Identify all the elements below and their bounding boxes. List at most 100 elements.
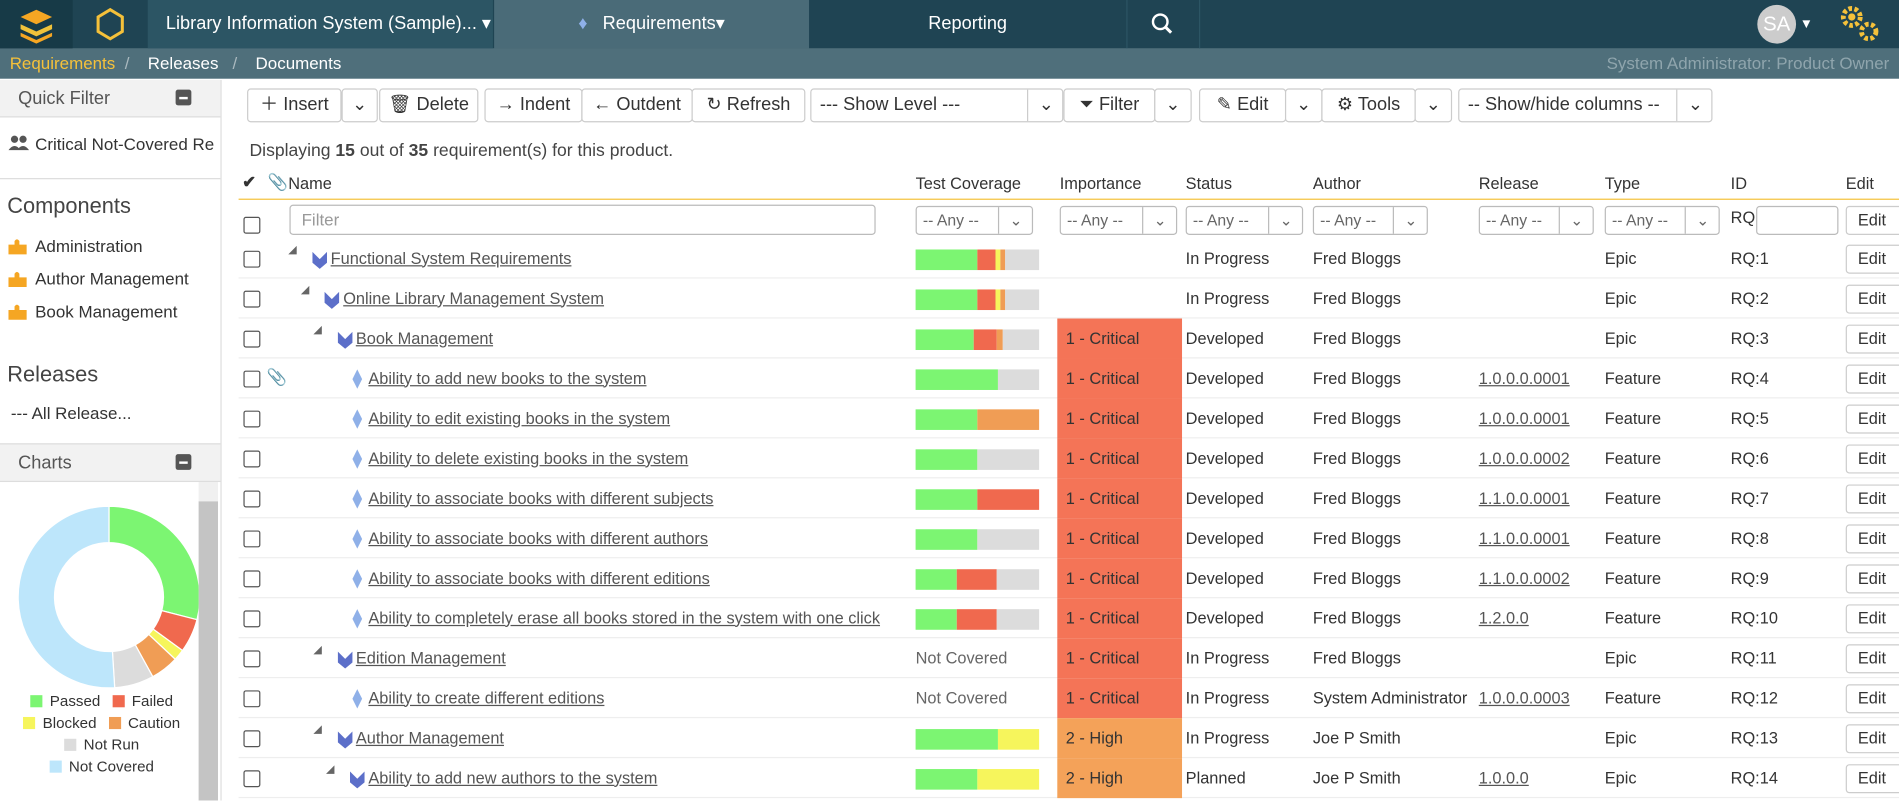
requirement-name[interactable]: Ability to add new authors to the system [368, 768, 658, 787]
column-filter[interactable]: -- Any -- ⌄ [1059, 205, 1178, 235]
release-filter[interactable]: --- All Release... [10, 403, 132, 423]
row-checkbox[interactable] [243, 330, 261, 347]
requirement-name[interactable]: Ability to create different editions [368, 688, 605, 707]
crumb[interactable]: Requirements [9, 53, 116, 73]
edit-button[interactable]: ✎ Edit [1198, 88, 1287, 123]
row-checkbox[interactable] [243, 529, 261, 547]
name-filter[interactable]: Filter [289, 204, 876, 235]
requirement-name[interactable]: Ability to associate books with differen… [368, 568, 710, 587]
edit-button[interactable]: Edit [1845, 363, 1899, 394]
outdent-button[interactable]: ← Outdent [581, 88, 693, 123]
requirement-name[interactable]: Functional System Requirements [330, 248, 572, 268]
reporting-tab[interactable]: Reporting [809, 0, 1128, 49]
edit-button[interactable]: Edit [1845, 603, 1899, 633]
requirement-name[interactable]: Ability to edit existing books in the sy… [368, 408, 671, 427]
scrollbar[interactable] [198, 482, 218, 801]
edit-button[interactable]: Edit [1845, 284, 1899, 314]
edit-button[interactable]: Edit [1845, 723, 1899, 753]
release-link[interactable]: 1.0.0.0.0002 [1478, 448, 1570, 467]
row-checkbox[interactable] [243, 290, 261, 308]
indent-button[interactable]: → Indent [484, 88, 583, 123]
refresh-button[interactable]: ↻ Refresh [691, 88, 806, 123]
expand-toggle[interactable]: ◢ [300, 282, 310, 295]
column-header[interactable]: Release [1478, 174, 1539, 193]
column-filter[interactable]: -- Any -- ⌄ [1185, 205, 1304, 235]
release-link[interactable]: 1.0.0.0 [1478, 768, 1529, 787]
column-header[interactable]: Test Coverage [915, 174, 1022, 193]
saved-filter[interactable]: Critical Not-Covered Re [35, 134, 215, 154]
edit-button[interactable]: Edit [1845, 205, 1899, 235]
component-link[interactable]: Author Management [35, 268, 189, 289]
expand-toggle[interactable]: ◢ [313, 642, 322, 655]
tools-button[interactable]: ⚙ Tools [1321, 88, 1416, 123]
column-filter[interactable]: -- Any -- ⌄ [1312, 205, 1428, 235]
dropdown-caret[interactable]: ⌄ [341, 88, 378, 123]
column-header[interactable]: Name [288, 174, 332, 193]
release-link[interactable]: 1.1.0.0.0002 [1478, 568, 1570, 587]
edit-button[interactable]: Edit [1845, 643, 1899, 673]
show-level-select[interactable]: --- Show Level --- ⌄ [810, 88, 1064, 123]
release-link[interactable]: 1.1.0.0.0001 [1478, 488, 1570, 507]
requirement-name[interactable]: Ability to delete existing books in the … [368, 448, 689, 467]
crumb[interactable]: Releases [147, 53, 219, 73]
column-filter[interactable]: -- Any -- ⌄ [915, 205, 1034, 235]
edit-button[interactable]: Edit [1845, 483, 1899, 513]
edit-button[interactable]: Edit [1845, 683, 1899, 713]
collapse-button[interactable] [175, 89, 192, 106]
requirement-name[interactable]: Edition Management [355, 648, 506, 667]
row-checkbox[interactable] [243, 409, 261, 427]
requirement-name[interactable]: Ability to associate books with differen… [368, 528, 709, 547]
row-checkbox[interactable] [243, 449, 261, 467]
release-link[interactable]: 1.2.0.0 [1478, 608, 1529, 627]
expand-toggle[interactable]: ◢ [313, 722, 322, 735]
column-header[interactable]: Importance [1059, 174, 1142, 193]
expand-toggle[interactable]: ◢ [313, 322, 322, 335]
column-header[interactable]: Type [1604, 174, 1641, 193]
row-checkbox[interactable] [243, 489, 261, 507]
row-checkbox[interactable] [243, 689, 261, 707]
columns-select[interactable]: -- Show/hide columns -- ⌄ [1458, 88, 1713, 123]
crumb[interactable]: Documents [255, 53, 342, 73]
column-header[interactable]: ID [1730, 174, 1748, 193]
edit-button[interactable]: Edit [1845, 763, 1899, 793]
dropdown-caret[interactable]: ⌄ [1154, 88, 1192, 123]
collapse-button[interactable] [175, 454, 192, 470]
release-link[interactable]: 1.0.0.0.0001 [1478, 368, 1570, 387]
avatar[interactable]: SA [1757, 4, 1797, 44]
component-link[interactable]: Administration [35, 236, 143, 256]
dropdown-caret[interactable]: ⌄ [1414, 88, 1453, 123]
row-checkbox[interactable] [243, 769, 261, 787]
requirement-name[interactable]: Ability to add new books to the system [368, 368, 647, 387]
edit-button[interactable]: Edit [1845, 523, 1899, 553]
row-checkbox[interactable] [243, 609, 261, 627]
requirement-name[interactable]: Ability to associate books with differen… [368, 488, 714, 507]
edit-button[interactable]: Edit [1845, 563, 1899, 593]
edit-button[interactable]: Edit [1845, 443, 1899, 473]
release-link[interactable]: 1.0.0.0.0001 [1478, 408, 1570, 427]
requirements-tab[interactable]: ♦ Requirements▾ [494, 0, 810, 49]
requirement-name[interactable]: Ability to completely erase all books st… [368, 608, 881, 627]
requirement-name[interactable]: Book Management [355, 328, 494, 347]
column-header[interactable]: Edit [1845, 174, 1874, 193]
release-link[interactable]: 1.0.0.0.0003 [1478, 688, 1570, 707]
id-filter[interactable] [1756, 205, 1839, 235]
edit-button[interactable]: Edit [1845, 244, 1899, 274]
release-link[interactable]: 1.1.0.0.0001 [1478, 528, 1570, 547]
select-all-checkbox[interactable] [243, 216, 261, 234]
insert-button[interactable]: ＋ Insert [247, 88, 342, 123]
column-header[interactable]: Author [1312, 174, 1362, 193]
column-header[interactable]: Status [1185, 174, 1233, 193]
home-icon[interactable] [73, 0, 148, 48]
filter-button[interactable]: ⏷ Filter [1063, 88, 1156, 123]
select-all-check[interactable]: ✔ [242, 173, 256, 192]
row-checkbox[interactable] [243, 729, 261, 747]
settings-icon[interactable] [1835, 2, 1883, 46]
row-checkbox[interactable] [243, 649, 261, 667]
search-icon[interactable] [1126, 0, 1199, 48]
column-filter[interactable]: -- Any -- ⌄ [1478, 205, 1594, 235]
requirement-name[interactable]: Author Management [355, 728, 504, 747]
column-filter[interactable]: -- Any -- ⌄ [1604, 205, 1720, 235]
row-checkbox[interactable] [243, 369, 261, 387]
delete-button[interactable]: 🗑 Delete [379, 88, 479, 123]
edit-button[interactable]: Edit [1845, 403, 1899, 433]
